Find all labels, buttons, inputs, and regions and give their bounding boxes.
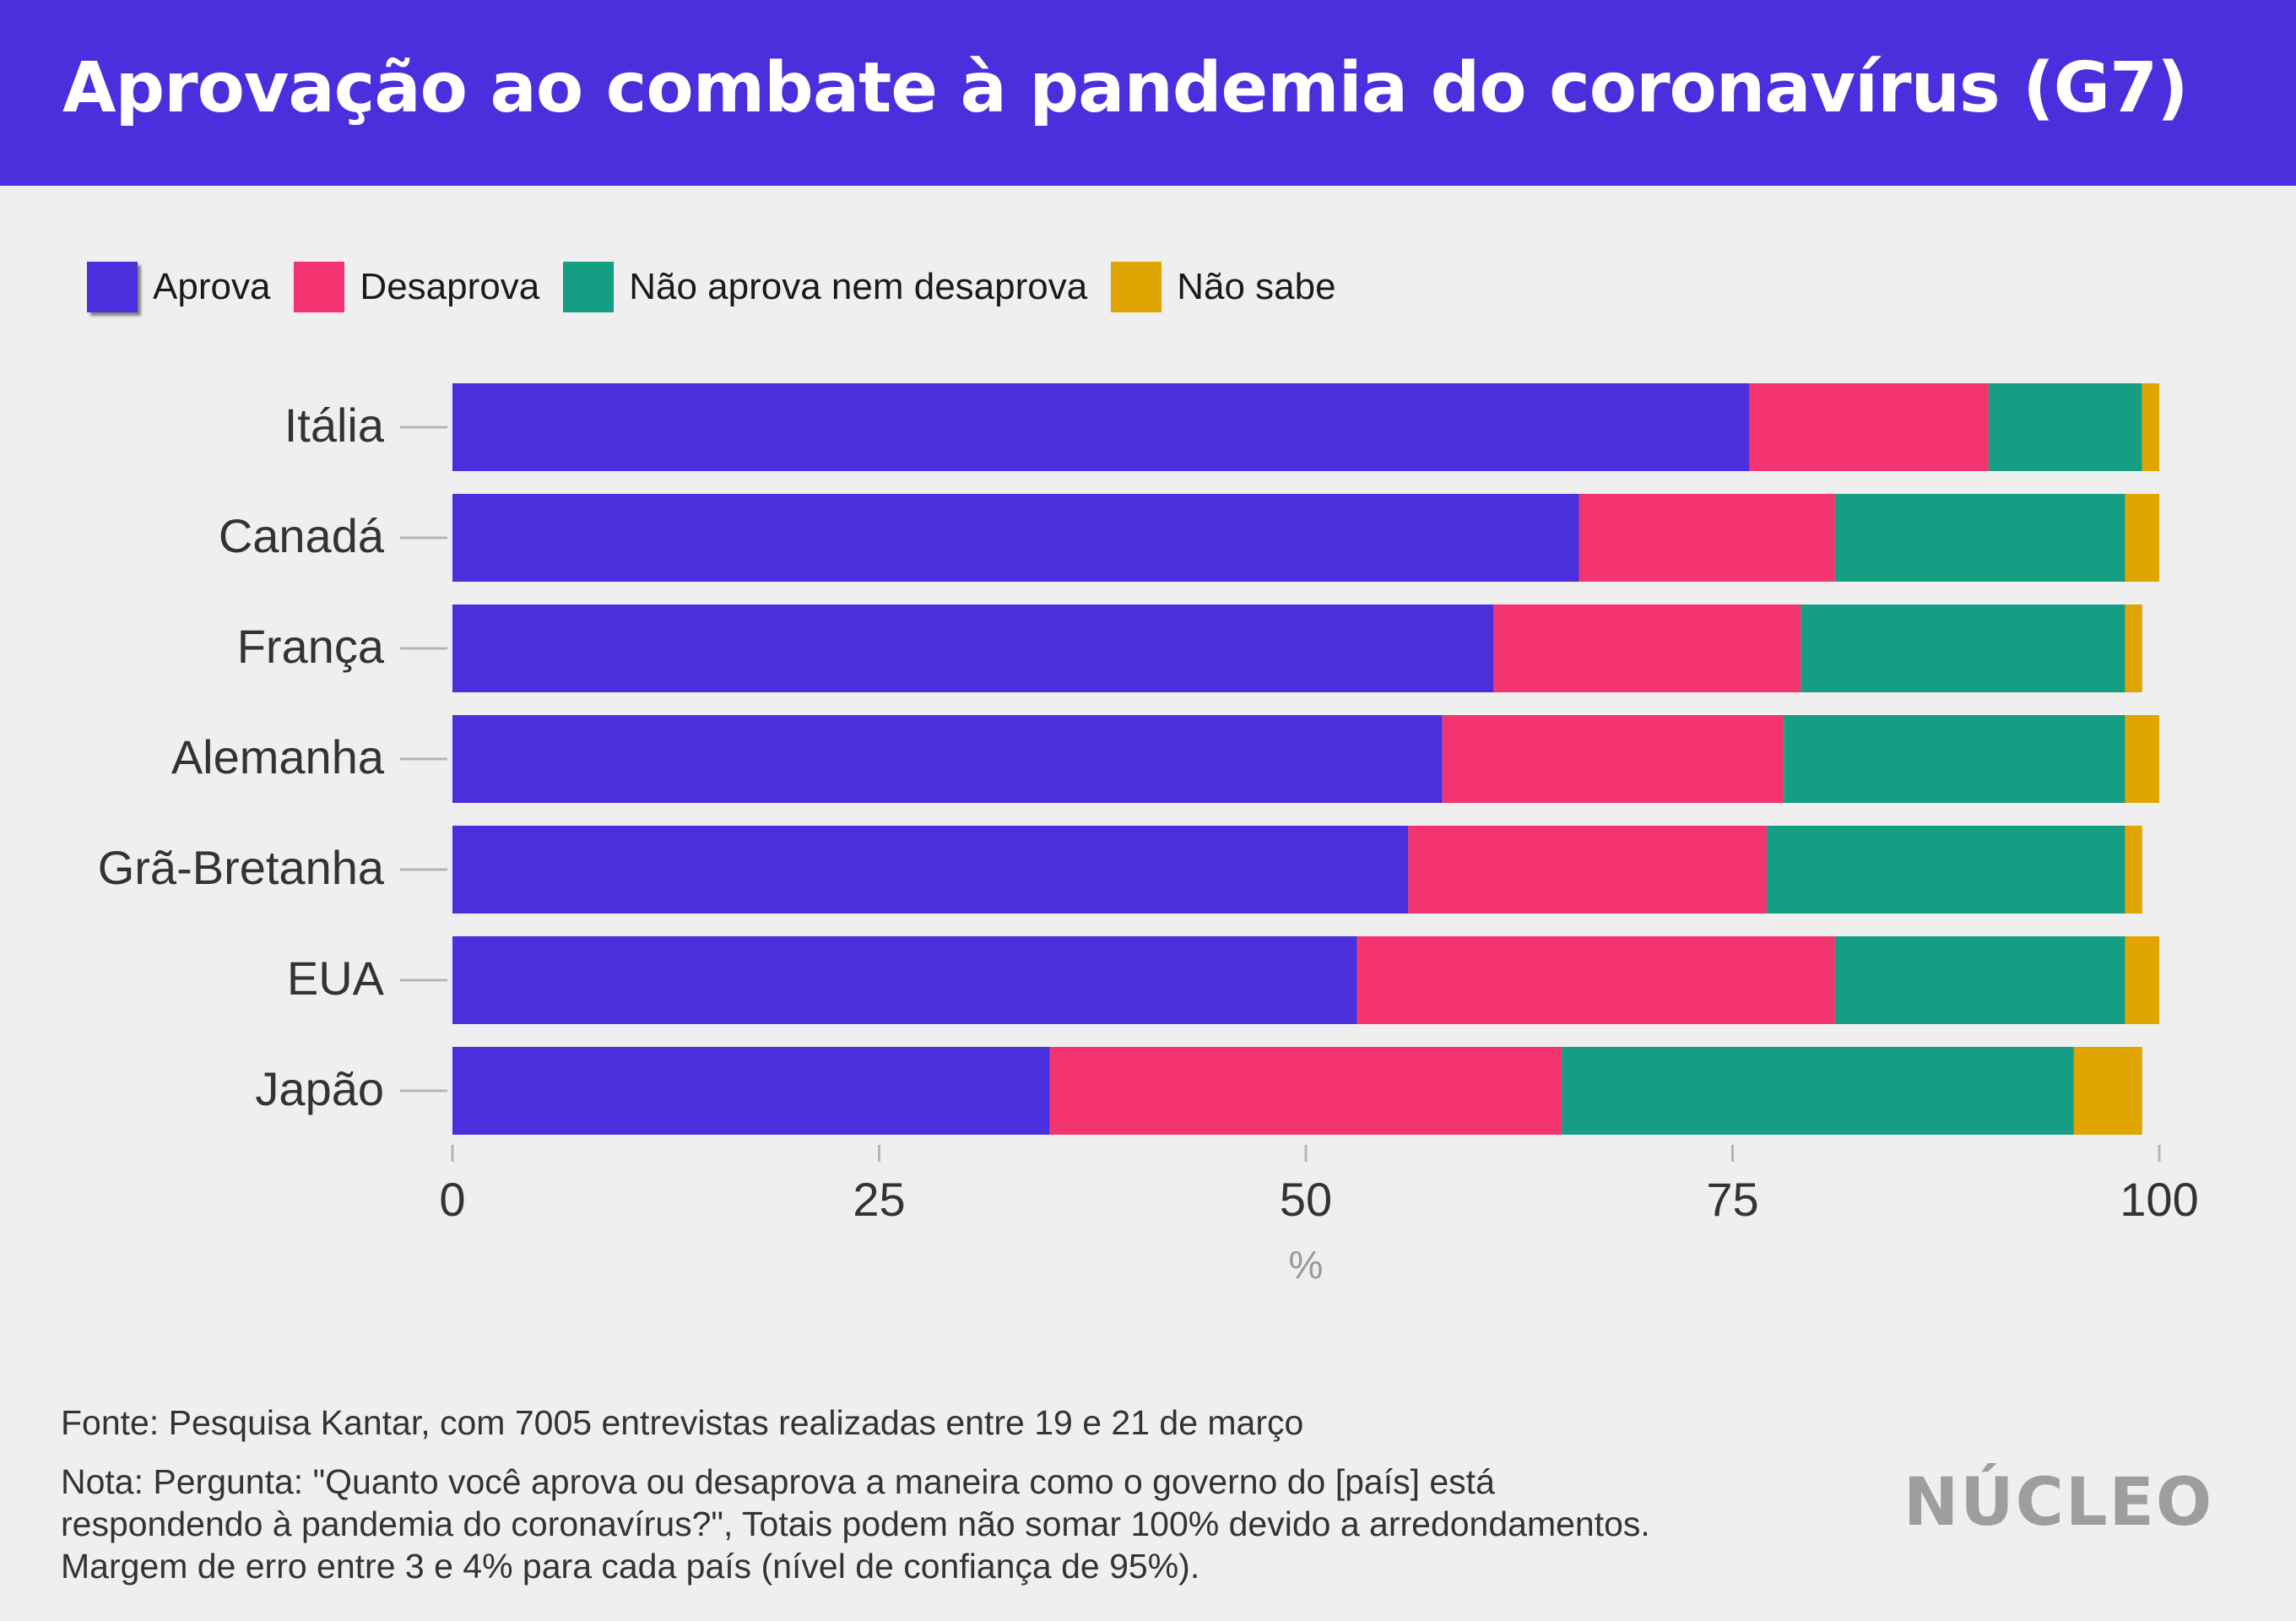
x-tick-label-50: 50 <box>1280 1173 1332 1226</box>
bar-alemanha-desaprova <box>1442 715 1784 803</box>
legend-item-aprova: Aprova <box>87 262 270 312</box>
bar-eua-nao-aprova-nem-desaprova <box>1834 936 2125 1024</box>
bar-japao-aprova <box>452 1047 1050 1135</box>
category-label-japao: Japão <box>255 1062 384 1115</box>
bar-alemanha-aprova <box>452 715 1443 803</box>
category-label-eua: EUA <box>287 951 385 1005</box>
x-tick-label-100: 100 <box>2120 1173 2198 1226</box>
bar-italia-nao-sabe <box>2142 383 2159 471</box>
stacked-bar-chart: Itália Canadá França Alemanha Grã-Bretanha EU… <box>98 383 2199 1287</box>
nucleo-logo: NÚCLEO <box>1903 1465 2214 1541</box>
bar-canada-desaprova <box>1578 494 1835 582</box>
legend-label-neutro: Não aprova nem desaprova <box>629 266 1088 307</box>
bar-canada-nao-sabe <box>2125 494 2159 582</box>
methodology-note: Nota: Pergunta: "Quanto você aprova ou d… <box>61 1462 1650 1586</box>
legend-swatch-desaprova <box>294 262 345 312</box>
bar-gra-bretanha-desaprova <box>1408 826 1767 914</box>
legend-item-neutro: Não aprova nem desaprova <box>563 262 1087 312</box>
legend-label-aprova: Aprova <box>153 266 271 307</box>
category-label-canada: Canadá <box>219 509 385 562</box>
bar-franca-aprova <box>452 604 1494 692</box>
bar-gra-bretanha-aprova <box>452 826 1409 914</box>
x-tick-label-0: 0 <box>439 1173 465 1226</box>
bar-canada-nao-aprova-nem-desaprova <box>1834 494 2125 582</box>
bar-italia-aprova <box>452 383 1750 471</box>
category-label-italia: Itália <box>284 398 385 452</box>
x-axis-label: % <box>1289 1243 1324 1287</box>
category-label-gra-bretanha: Grã-Bretanha <box>98 841 385 894</box>
bar-eua-nao-sabe <box>2125 936 2159 1024</box>
x-tick-label-25: 25 <box>853 1173 905 1226</box>
x-tick-label-75: 75 <box>1706 1173 1758 1226</box>
bar-japao-nao-sabe <box>2073 1047 2142 1135</box>
bar-japao-desaprova <box>1049 1047 1562 1135</box>
legend-label-desaprova: Desaprova <box>360 266 540 307</box>
bar-franca-nao-sabe <box>2125 604 2142 692</box>
bar-canada-aprova <box>452 494 1579 582</box>
header-banner: Aprovação ao combate à pandemia do coron… <box>0 0 2296 186</box>
bar-eua-aprova <box>452 936 1357 1024</box>
bar-japao-nao-aprova-nem-desaprova <box>1562 1047 2074 1135</box>
category-label-alemanha: Alemanha <box>171 730 385 783</box>
bar-franca-desaprova <box>1493 604 1801 692</box>
chart-title: Aprovação ao combate à pandemia do coron… <box>62 48 2189 128</box>
bar-gra-bretanha-nao-sabe <box>2125 826 2142 914</box>
category-label-franca: França <box>237 620 385 673</box>
bar-alemanha-nao-sabe <box>2125 715 2159 803</box>
legend-swatch-neutro <box>563 262 615 312</box>
legend: Aprova Desaprova Não aprova nem desaprov… <box>87 260 1360 314</box>
legend-item-desaprova: Desaprova <box>294 262 539 312</box>
legend-swatch-nao-sabe <box>1111 262 1162 312</box>
bar-italia-nao-aprova-nem-desaprova <box>1988 383 2142 471</box>
bar-italia-desaprova <box>1749 383 1989 471</box>
bar-eua-desaprova <box>1356 936 1835 1024</box>
footer: Fonte: Pesquisa Kantar, com 7005 entrevi… <box>61 1401 1698 1587</box>
bar-alemanha-nao-aprova-nem-desaprova <box>1784 715 2125 803</box>
source-note: Fonte: Pesquisa Kantar, com 7005 entrevi… <box>61 1403 1304 1442</box>
legend-swatch-aprova <box>87 262 138 312</box>
legend-label-nao-sabe: Não sabe <box>1177 266 1336 307</box>
bar-franca-nao-aprova-nem-desaprova <box>1801 604 2125 692</box>
bar-gra-bretanha-nao-aprova-nem-desaprova <box>1766 826 2125 914</box>
legend-item-nao-sabe: Não sabe <box>1111 262 1336 312</box>
